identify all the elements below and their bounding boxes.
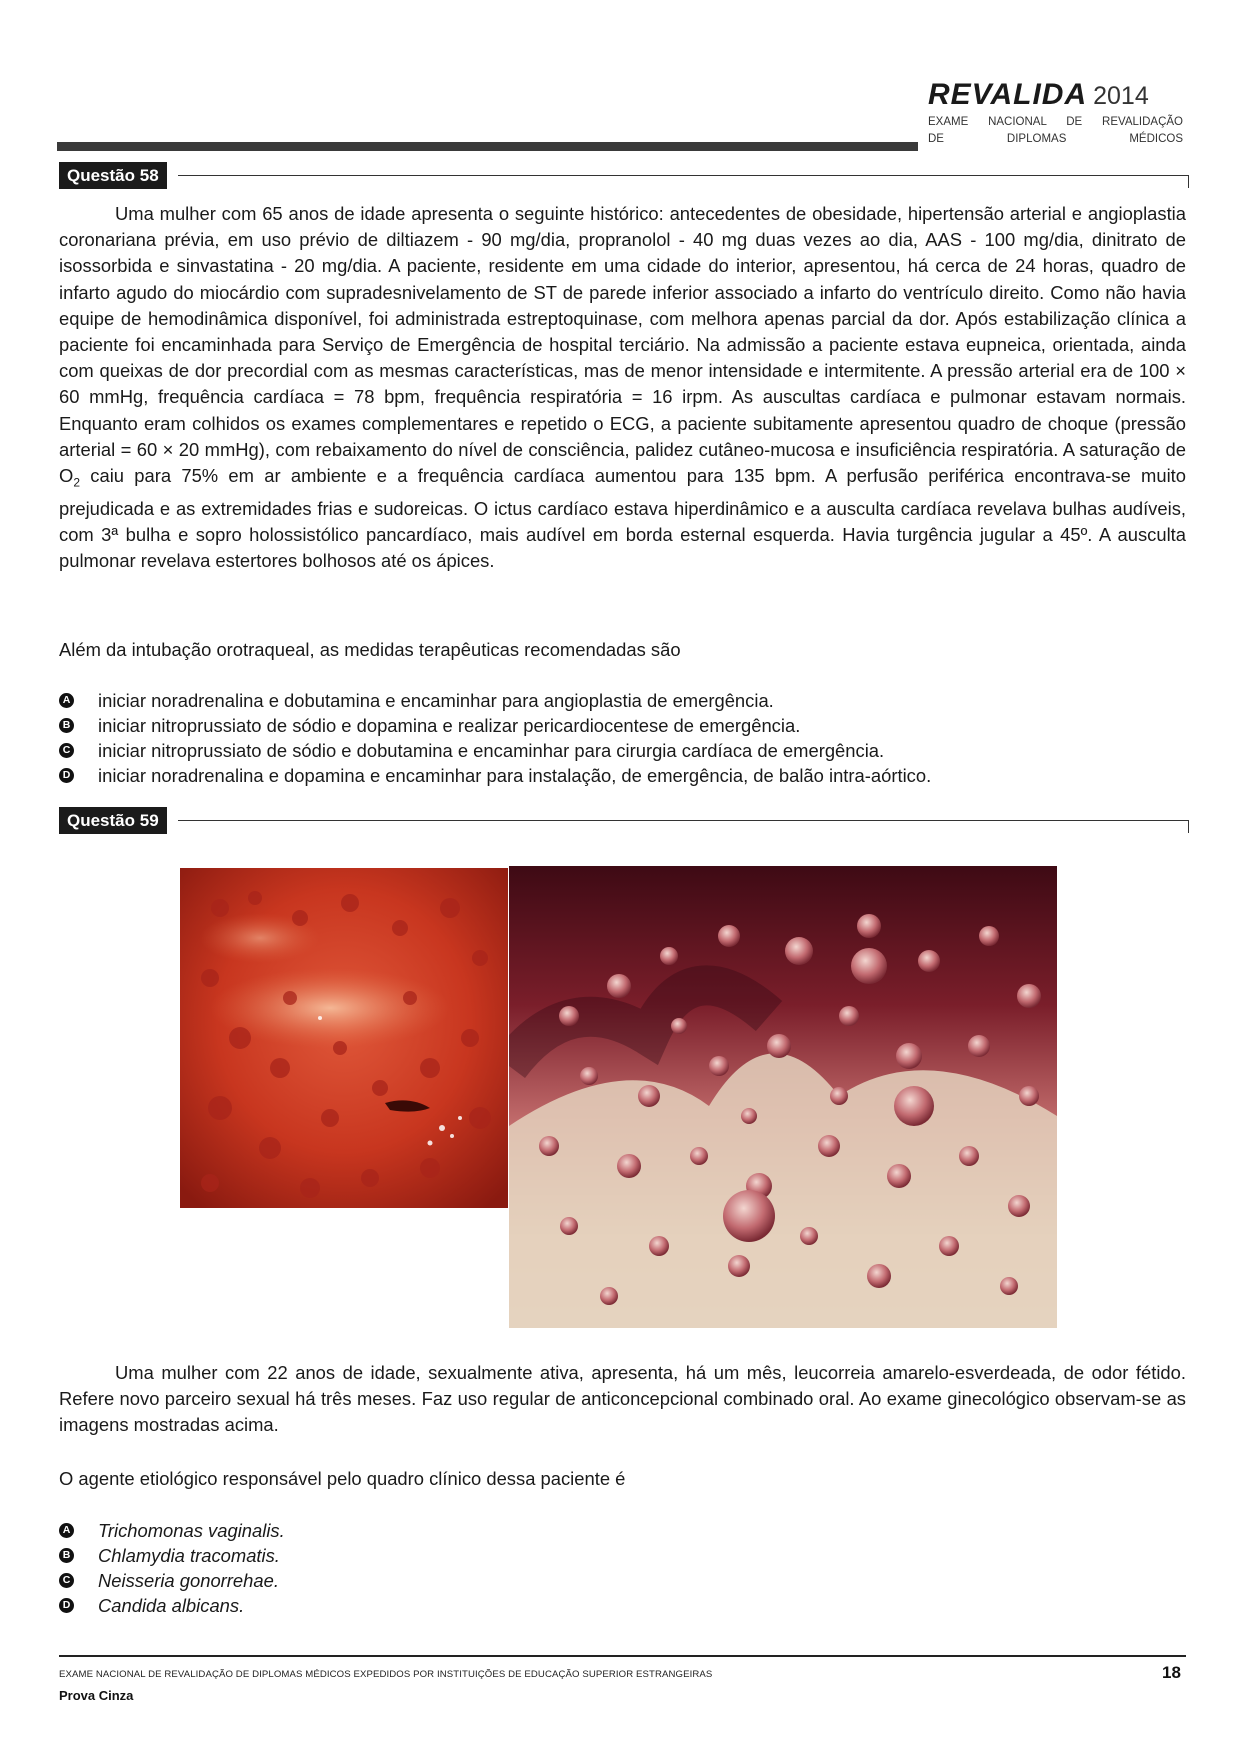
option-text: iniciar nitroprussiato de sódio e dobuta… (98, 740, 885, 761)
question-59-stem-text: Uma mulher com 22 anos de idade, sexualm… (59, 1362, 1186, 1436)
question-58-option-a[interactable]: A iniciar noradrenalina e dobutamina e e… (59, 688, 1186, 713)
clinical-image-vaginal-wall (509, 866, 1057, 1328)
option-text: iniciar nitroprussiato de sódio e dopami… (98, 715, 801, 736)
question-59-rule (178, 820, 1189, 833)
question-59-label: Questão 59 (59, 807, 167, 834)
question-58-option-b[interactable]: B iniciar nitroprussiato de sódio e dopa… (59, 713, 1186, 738)
question-58-label: Questão 58 (59, 162, 167, 189)
question-58-prompt: Além da intubação orotraqueal, as medida… (59, 639, 681, 660)
option-letter-badge: A (59, 693, 74, 708)
option-text: Trichomonas vaginalis. (98, 1520, 285, 1541)
question-58-rule (178, 175, 1189, 188)
option-text: Candida albicans. (98, 1595, 245, 1616)
page-number: 18 (1162, 1663, 1181, 1682)
question-59-option-a[interactable]: A Trichomonas vaginalis. (59, 1518, 1186, 1543)
option-letter-badge: D (59, 768, 74, 783)
question-58-stem-subscript: 2 (73, 475, 80, 490)
brand-year: 2014 (1093, 82, 1149, 110)
footer-prova: Prova Cinza (59, 1688, 134, 1703)
brand-title: REVALIDA (928, 78, 1088, 111)
header-bar (57, 142, 918, 151)
option-text: Chlamydia tracomatis. (98, 1545, 280, 1566)
option-letter-badge: C (59, 743, 74, 758)
option-text: iniciar noradrenalina e dobutamina e enc… (98, 690, 774, 711)
brand-title-line: REVALIDA 2014 (928, 78, 1183, 112)
cervix-photo-illustration (180, 868, 508, 1208)
question-58-stem: Uma mulher com 65 anos de idade apresent… (59, 201, 1186, 575)
clinical-image-cervix (180, 868, 508, 1208)
option-letter-badge: D (59, 1598, 74, 1613)
question-59-option-b[interactable]: B Chlamydia tracomatis. (59, 1543, 1186, 1568)
option-letter-badge: A (59, 1523, 74, 1538)
option-text: iniciar noradrenalina e dopamina e encam… (98, 765, 932, 786)
footer-exam-name: EXAME NACIONAL DE REVALIDAÇÃO DE DIPLOMA… (59, 1669, 713, 1680)
question-58-option-d[interactable]: D iniciar noradrenalina e dopamina e enc… (59, 763, 1186, 788)
question-59-option-c[interactable]: C Neisseria gonorrehae. (59, 1568, 1186, 1593)
footer-rule (59, 1655, 1186, 1657)
vaginal-wall-photo-illustration (509, 866, 1057, 1328)
question-59-option-d[interactable]: D Candida albicans. (59, 1593, 1186, 1618)
question-59-prompt: O agente etiológico responsável pelo qua… (59, 1468, 626, 1489)
brand-subtitle-2: DE DIPLOMAS MÉDICOS (928, 133, 1183, 145)
option-text: Neisseria gonorrehae. (98, 1570, 279, 1591)
option-letter-badge: C (59, 1573, 74, 1588)
question-58-stem-text-2: caiu para 75% em ar ambiente e a frequên… (59, 465, 1186, 572)
exam-brand: REVALIDA 2014 EXAME NACIONAL DE REVALIDAÇ… (928, 78, 1183, 146)
option-letter-badge: B (59, 718, 74, 733)
brand-subtitle-1: EXAME NACIONAL DE REVALIDAÇÃO (928, 116, 1183, 128)
question-59-stem: Uma mulher com 22 anos de idade, sexualm… (59, 1360, 1186, 1439)
option-letter-badge: B (59, 1548, 74, 1563)
question-58-stem-text-1: Uma mulher com 65 anos de idade apresent… (59, 203, 1186, 487)
question-58-option-c[interactable]: C iniciar nitroprussiato de sódio e dobu… (59, 738, 1186, 763)
